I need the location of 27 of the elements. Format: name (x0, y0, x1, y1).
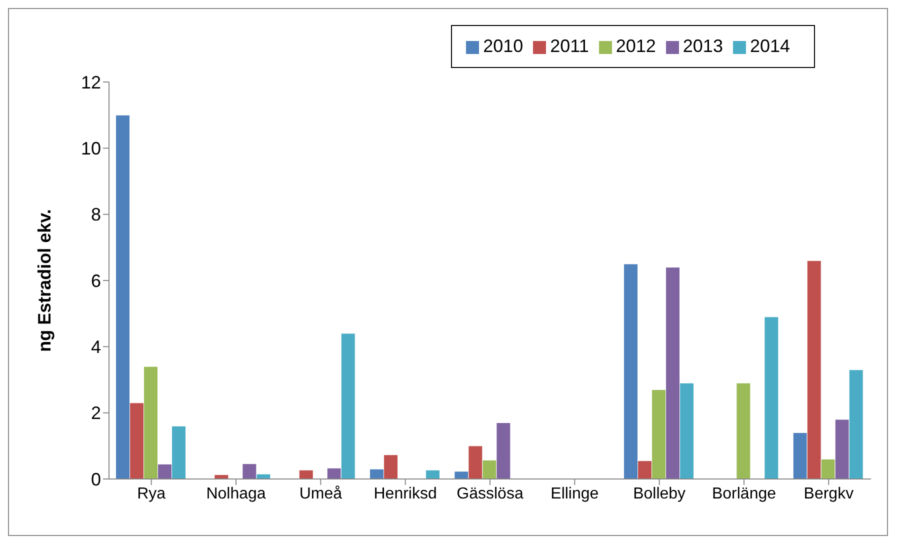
y-tick-label: 10 (80, 138, 101, 159)
bar (764, 316, 779, 479)
y-tick-label: 8 (90, 204, 101, 225)
bar (214, 474, 229, 479)
x-tick-label: Borlänge (712, 485, 776, 502)
legend-label: 2011 (550, 36, 589, 56)
y-axis-title: ng Estradiol ekv. (34, 209, 54, 352)
x-tick-label: Umeå (299, 485, 342, 502)
x-tick-label: Bergkv (804, 485, 854, 502)
y-tick-label: 2 (90, 403, 101, 424)
x-tick-label: Nolhaga (206, 485, 266, 502)
bar (426, 470, 440, 479)
legend-label: 2012 (616, 36, 656, 56)
x-tick-label: Bolleby (633, 485, 686, 502)
x-tick-label: Rya (137, 485, 166, 502)
x-tick-label: Gässlösa (456, 485, 524, 502)
legend-label: 2010 (483, 36, 524, 56)
y-tick-label: 4 (90, 337, 101, 358)
bar (298, 470, 314, 479)
y-tick-label: 12 (80, 72, 101, 92)
x-tick-label: Henriksd (374, 485, 437, 502)
y-tick-label: 6 (90, 270, 101, 291)
bar (736, 382, 751, 479)
y-tick-label: 0 (90, 469, 101, 490)
legend-label: 2014 (750, 36, 790, 56)
x-tick-label: Ellinge (550, 485, 599, 502)
legend-label: 2013 (682, 36, 723, 56)
